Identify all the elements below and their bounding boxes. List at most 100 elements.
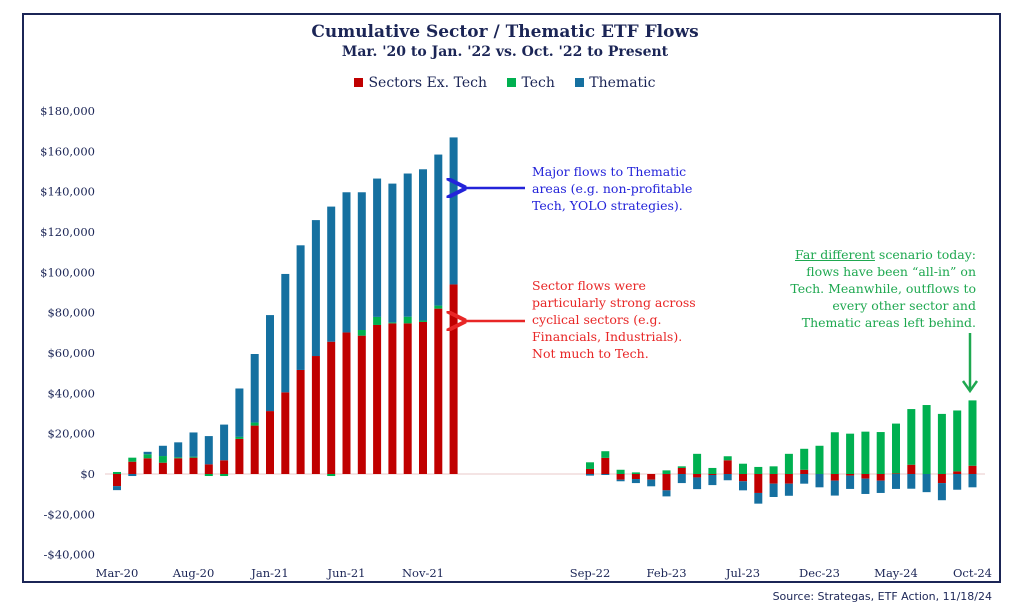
bar-tech-May-24 xyxy=(892,423,900,474)
bar-thematic-Dec-23 xyxy=(815,474,824,488)
bar-sectors-ex-tech-Apr-21 xyxy=(311,356,320,474)
bar-thematic-Nov-20 xyxy=(235,388,244,437)
annotation-line: Major flows to Thematic xyxy=(532,164,687,179)
bar-sectors-ex-tech-May-23 xyxy=(708,474,717,476)
bar-sectors-ex-tech-Mar-24 xyxy=(861,474,870,479)
bar-sectors-ex-tech-Apr-24 xyxy=(876,474,885,481)
bar-tech-Sep-23 xyxy=(769,466,778,474)
x-tick-label: May-24 xyxy=(874,566,918,580)
chart-subtitle: Mar. '20 to Jan. '22 vs. Oct. '22 to Pre… xyxy=(341,44,669,60)
bar-thematic-Sep-21 xyxy=(388,183,397,323)
y-tick-label: $60,000 xyxy=(47,346,95,360)
y-tick-label: $20,000 xyxy=(47,427,95,441)
bar-sectors-ex-tech-Aug-23 xyxy=(754,474,763,493)
bar-tech-Aug-21 xyxy=(373,316,382,325)
bar-thematic-Jan-23 xyxy=(647,479,656,487)
bar-thematic-Jan-21 xyxy=(266,315,274,412)
bar-sectors-ex-tech-Apr-23 xyxy=(693,474,702,478)
bar-tech-Nov-22 xyxy=(616,469,625,474)
bar-thematic-Oct-21 xyxy=(403,173,412,317)
bar-tech-Feb-24 xyxy=(846,433,855,474)
bar-sectors-ex-tech-Sep-21 xyxy=(388,323,397,474)
bar-tech-Nov-21 xyxy=(419,320,427,322)
bar-tech-Aug-20 xyxy=(189,456,198,458)
bar-thematic-Jun-23 xyxy=(723,474,732,481)
bar-thematic-Mar-23 xyxy=(677,474,686,484)
bar-tech-Jul-24 xyxy=(922,405,931,474)
bar-thematic-May-20 xyxy=(143,451,152,455)
bar-thematic-May-23 xyxy=(708,475,717,486)
y-tick-label: $120,000 xyxy=(40,225,95,239)
bar-thematic-Sep-23 xyxy=(769,483,778,497)
bar-thematic-May-24 xyxy=(892,474,900,489)
bar-thematic-Dec-20 xyxy=(250,354,259,423)
bar-tech-Sep-20 xyxy=(204,474,213,477)
bar-sectors-ex-tech-Sep-23 xyxy=(769,474,778,484)
x-tick-label: Jun-21 xyxy=(327,566,366,580)
chart-frame xyxy=(22,13,1001,583)
bar-thematic-Dec-21 xyxy=(434,154,443,306)
bar-sectors-ex-tech-Nov-22 xyxy=(616,474,625,480)
y-tick-label: $100,000 xyxy=(40,265,95,279)
bar-sectors-ex-tech-Dec-22 xyxy=(631,474,640,480)
bar-sectors-ex-tech-Aug-24 xyxy=(937,474,946,484)
bar-tech-Oct-20 xyxy=(220,474,229,477)
bar-thematic-Oct-24 xyxy=(968,474,977,488)
bar-sectors-ex-tech-Feb-21 xyxy=(281,392,290,474)
bar-tech-Jul-20 xyxy=(174,457,183,459)
bar-thematic-Jan-22 xyxy=(449,137,458,285)
x-tick-label: Feb-23 xyxy=(646,566,686,580)
legend-item-thematic: Thematic xyxy=(575,75,656,91)
bar-sectors-ex-tech-Aug-21 xyxy=(373,324,382,474)
bar-tech-Sep-21 xyxy=(388,322,397,324)
bar-tech-Dec-23 xyxy=(815,445,824,474)
bar-tech-Sep-24 xyxy=(953,410,962,472)
bar-sectors-ex-tech-Sep-24 xyxy=(953,471,962,474)
bar-tech-May-23 xyxy=(708,467,717,474)
annotation-line: flows have been “all-in” on xyxy=(806,264,976,279)
bar-sectors-ex-tech-Jan-24 xyxy=(830,474,839,481)
bar-sectors-ex-tech-Mar-23 xyxy=(677,467,686,474)
legend-item-sectors: Sectors Ex. Tech xyxy=(354,75,487,91)
bar-tech-Oct-22 xyxy=(601,451,610,458)
bar-sectors-ex-tech-Jun-24 xyxy=(907,464,916,474)
bar-tech-Mar-23 xyxy=(677,466,686,468)
bar-sectors-ex-tech-Jul-21 xyxy=(357,335,366,474)
bar-thematic-Jan-24 xyxy=(830,480,839,496)
bar-thematic-Mar-24 xyxy=(861,478,870,494)
legend-label-tech: Tech xyxy=(521,75,555,91)
bar-thematic-Apr-23 xyxy=(693,477,702,490)
x-tick-label: Jan-21 xyxy=(250,566,288,580)
bar-tech-Jan-24 xyxy=(830,432,839,474)
bar-sectors-ex-tech-Nov-20 xyxy=(235,438,244,474)
bar-sectors-ex-tech-Oct-21 xyxy=(403,323,412,474)
legend-swatch-sectors xyxy=(354,78,364,87)
bar-sectors-ex-tech-Jun-21 xyxy=(342,332,351,474)
annotation-line: Tech, YOLO strategies). xyxy=(532,198,683,213)
bar-thematic-Nov-21 xyxy=(419,169,427,321)
x-tick-label: Dec-23 xyxy=(799,566,840,580)
bar-tech-Aug-24 xyxy=(937,413,946,474)
arrow-tech xyxy=(961,333,979,394)
bar-tech-Nov-20 xyxy=(235,436,244,439)
x-tick-label: Oct-24 xyxy=(953,566,992,580)
bar-sectors-ex-tech-Jul-23 xyxy=(739,474,747,482)
source-note: Source: Strategas, ETF Action, 11/18/24 xyxy=(772,590,992,603)
bar-thematic-Feb-23 xyxy=(662,490,671,497)
bar-tech-Apr-23 xyxy=(693,453,702,474)
bar-tech-Oct-21 xyxy=(403,316,412,324)
bar-tech-Dec-21 xyxy=(434,305,443,309)
y-tick-label: $0 xyxy=(80,467,95,481)
bar-thematic-Jun-24 xyxy=(907,474,916,489)
annotation-line: particularly strong across xyxy=(532,295,696,310)
bar-tech-Jun-24 xyxy=(907,409,916,465)
bar-sectors-ex-tech-Oct-23 xyxy=(784,474,793,484)
annotation-line: Far different scenario today: xyxy=(760,246,976,263)
bar-sectors-ex-tech-Jan-23 xyxy=(647,474,656,480)
bar-thematic-Jul-24 xyxy=(922,474,931,493)
bar-tech-May-21 xyxy=(327,474,336,477)
annotation-line: areas (e.g. non-profitable xyxy=(532,181,693,196)
bar-sectors-ex-tech-Sep-22 xyxy=(586,468,594,474)
bar-tech-Dec-22 xyxy=(631,472,640,474)
